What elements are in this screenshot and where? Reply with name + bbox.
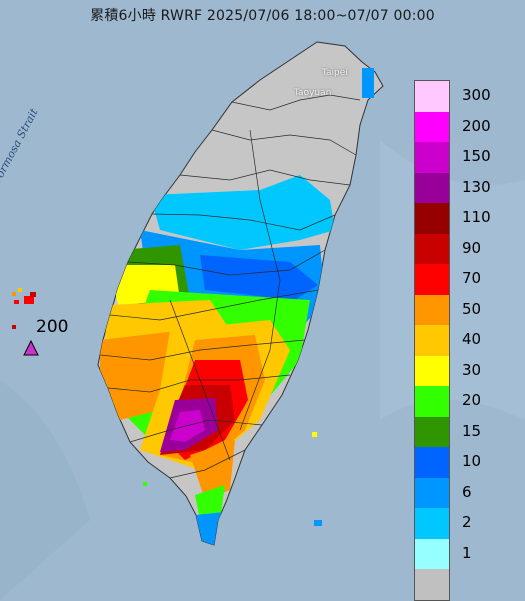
- county-boundaries: [99, 94, 361, 479]
- legend-swatch: [415, 172, 449, 203]
- legend-swatch: [415, 233, 449, 264]
- legend-swatch: [415, 386, 449, 417]
- legend-label: 200: [462, 116, 491, 135]
- legend-label: 50: [462, 299, 482, 318]
- place-label-taipei: Taipei: [322, 68, 348, 78]
- legend-swatch: [415, 325, 449, 356]
- legend-label: 1: [462, 543, 472, 562]
- place-label-taoyuan: Taoyuan: [294, 88, 332, 98]
- legend-label: 110: [462, 208, 491, 227]
- legend-label: 10: [462, 452, 482, 471]
- legend-label: 2: [462, 513, 472, 532]
- legend-label: 130: [462, 177, 491, 196]
- legend-swatch: [415, 569, 449, 600]
- legend-swatch: [415, 447, 449, 478]
- legend-swatch: [415, 538, 449, 569]
- legend-swatch: [415, 203, 449, 234]
- max-rainfall-marker: [23, 339, 39, 356]
- legend-swatch: [415, 81, 449, 112]
- legend-label: 20: [462, 391, 482, 410]
- legend-swatch: [415, 355, 449, 386]
- rainfall-legend: [414, 80, 450, 601]
- legend-swatch: [415, 142, 449, 173]
- rainfall-shading: [100, 175, 335, 545]
- legend-swatch: [415, 294, 449, 325]
- legend-swatch: [415, 111, 449, 142]
- legend-label: 30: [462, 360, 482, 379]
- legend-swatch: [415, 477, 449, 508]
- map-title: 累積6小時 RWRF 2025/07/06 18:00~07/07 00:00: [90, 8, 435, 24]
- legend-label: 6: [462, 482, 472, 501]
- legend-label: 150: [462, 147, 491, 166]
- max-rainfall-label: 200: [36, 317, 69, 337]
- legend-swatch: [415, 264, 449, 295]
- offshore-echoes: [12, 68, 374, 526]
- legend-label: 70: [462, 269, 482, 288]
- legend-label: 90: [462, 238, 482, 257]
- legend-swatch: [415, 508, 449, 539]
- legend-label: 15: [462, 421, 482, 440]
- legend-label: 300: [462, 86, 491, 105]
- legend-swatch: [415, 416, 449, 447]
- legend-label: 40: [462, 330, 482, 349]
